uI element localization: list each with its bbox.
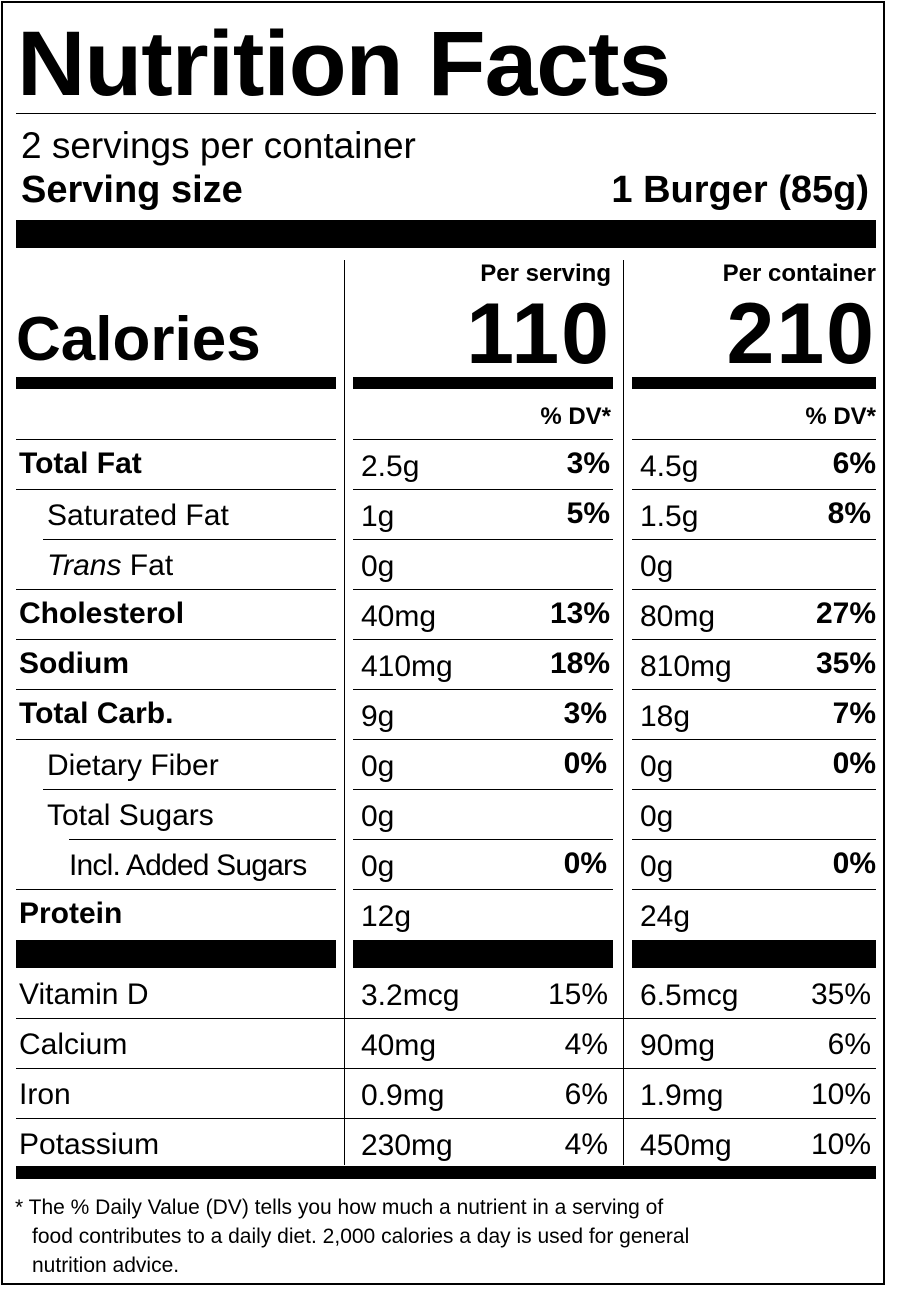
calories-bar-3 [632,377,876,389]
nutrient-name: Total Carb. [19,697,174,730]
container-dv: 8% [827,497,871,530]
serving-amount: 0g [361,800,395,833]
container-amount: 1.5g [640,500,699,533]
serving-amount: 230mg [361,1129,453,1162]
container-amount: 80mg [640,600,716,633]
container-amount: 0g [640,550,674,583]
container-dv: 35% [810,978,871,1011]
dv-header-serving: % DV* [540,403,611,430]
container-amount: 4.5g [640,450,699,483]
calories-per-container: 210 [726,286,876,382]
calories-per-serving: 110 [466,286,611,382]
container-amount: 18g [640,700,691,733]
nutrient-name: Total Sugars [47,799,214,832]
calories-bar-2 [353,377,613,389]
serving-dv: 4% [564,1128,608,1161]
serving-amount: 1g [361,500,395,533]
serving-amount: 3.2mcg [361,979,460,1012]
serving-amount: 0g [361,850,395,883]
nutrition-label: Nutrition Facts 2 servings per container… [1,1,885,1285]
container-amount: 90mg [640,1029,716,1062]
container-amount: 6.5mcg [640,979,739,1012]
serving-dv: 4% [564,1028,608,1061]
serving-dv: 15% [547,978,608,1011]
column-divider-1 [344,260,345,1165]
column-divider-2 [623,260,624,1165]
serving-size-value: 1 Burger (85g) [611,169,869,211]
serving-amount: 0g [361,550,395,583]
serving-dv: 13% [549,597,610,630]
serving-size-label: Serving size [21,169,243,211]
nutrient-name: Incl. Added Sugars [69,849,307,882]
serving-dv: 3% [566,447,610,480]
vitamin-name: Vitamin D [19,978,149,1011]
nutrient-name: Sodium [19,647,129,680]
vitamin-bar-1 [16,940,336,968]
container-dv: 35% [815,647,876,680]
nutrient-name: Protein [19,897,123,930]
container-dv: 27% [815,597,876,630]
container-amount: 24g [640,900,691,933]
container-dv: 10% [810,1128,871,1161]
serving-amount: 9g [361,700,395,733]
container-dv: 6% [827,1028,871,1061]
serving-amount: 0g [361,750,395,783]
serving-dv: 18% [549,647,610,680]
container-amount: 0g [640,850,674,883]
container-dv: 6% [832,447,876,480]
container-dv: 7% [832,697,876,730]
nutrient-name: Total Fat [19,447,142,480]
container-amount: 1.9mg [640,1079,724,1112]
serving-dv: 3% [563,697,607,730]
serving-dv: 6% [564,1078,608,1111]
serving-amount: 40mg [361,1029,437,1062]
servings-per-container: 2 servings per container [21,125,416,166]
footnote-line-2: food contributes to a daily diet. 2,000 … [32,1225,690,1248]
vitamin-name: Potassium [19,1128,160,1161]
footnote-line-1: * The % Daily Value (DV) tells you how m… [15,1196,664,1219]
serving-dv: 0% [563,847,607,880]
serving-amount: 410mg [361,650,453,683]
thick-divider [16,220,876,248]
container-dv: 0% [832,747,876,780]
vitamin-name: Calcium [19,1028,128,1061]
per-serving-header: Per serving [480,260,611,287]
container-amount: 450mg [640,1129,732,1162]
container-amount: 810mg [640,650,732,683]
serving-amount: 12g [361,900,412,933]
container-dv: 0% [832,847,876,880]
nutrient-name: Saturated Fat [47,499,229,532]
serving-amount: 0.9mg [361,1079,445,1112]
per-container-header: Per container [722,260,876,287]
title-divider [16,113,876,114]
dv-header-container: % DV* [805,403,876,430]
vitamin-bar-3 [632,940,876,968]
vitamin-bar-2 [353,940,613,968]
nutrient-name: Cholesterol [19,597,185,630]
serving-amount: 2.5g [361,450,420,483]
footnote-line-3: nutrition advice. [32,1254,180,1277]
serving-dv: 5% [566,497,610,530]
calories-label: Calories [16,305,261,374]
bottom-bar [16,1166,876,1179]
container-dv: 10% [810,1078,871,1111]
nutrient-name-trans-fat: Trans Fat [47,549,174,582]
calories-bar-1 [16,377,336,389]
vitamin-name: Iron [19,1078,71,1111]
serving-dv: 0% [563,747,607,780]
label-title: Nutrition Facts [17,13,671,115]
nutrient-name: Dietary Fiber [47,749,219,782]
container-amount: 0g [640,750,674,783]
container-amount: 0g [640,800,674,833]
serving-amount: 40mg [361,600,437,633]
